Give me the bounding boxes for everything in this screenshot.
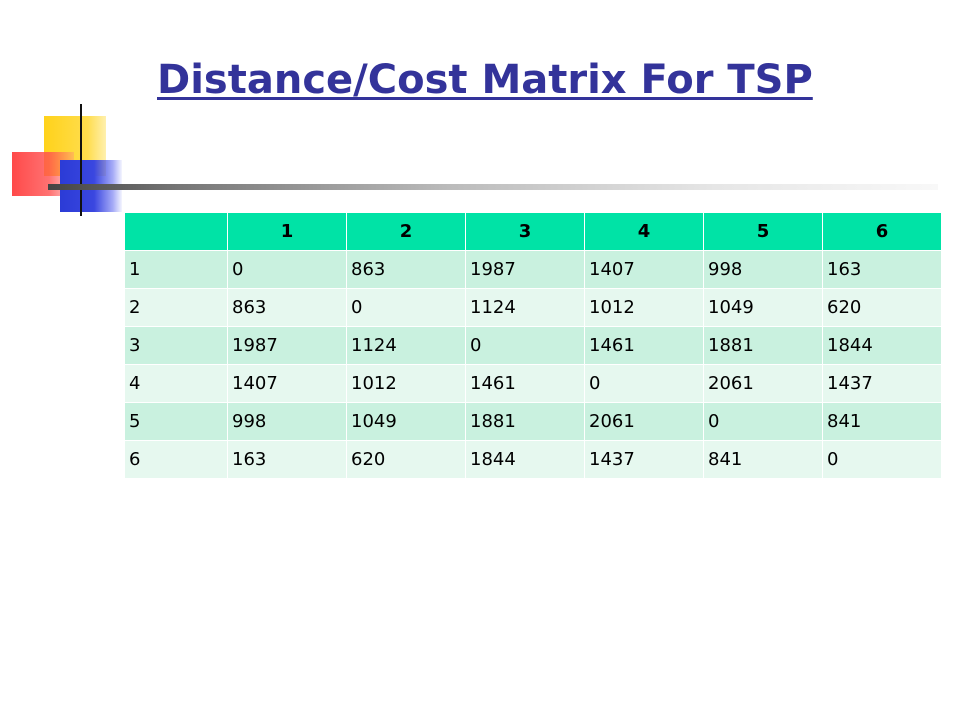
matrix-cell: 1012: [584, 288, 704, 327]
decorative-vertical-line: [80, 104, 82, 216]
matrix-cell: 1049: [703, 288, 823, 327]
matrix-cell: 2061: [584, 402, 704, 441]
matrix-cell: 1437: [584, 440, 704, 479]
matrix-cell: 1844: [465, 440, 585, 479]
distance-matrix-table: 1 2 3 4 5 6 1 0 863 1987 1407 998 163 2 …: [124, 212, 942, 479]
matrix-cell: 1461: [584, 326, 704, 365]
row-label: 3: [124, 326, 228, 365]
matrix-cell: 1987: [227, 326, 347, 365]
row-label: 4: [124, 364, 228, 403]
matrix-cell: 163: [822, 250, 942, 289]
matrix-cell: 1124: [346, 326, 466, 365]
matrix-cell: 998: [703, 250, 823, 289]
matrix-cell: 841: [703, 440, 823, 479]
table-row: 6 163 620 1844 1437 841 0: [124, 440, 942, 479]
column-header: 3: [465, 212, 585, 251]
row-label: 1: [124, 250, 228, 289]
matrix-cell: 863: [346, 250, 466, 289]
row-label: 6: [124, 440, 228, 479]
matrix-cell: 0: [584, 364, 704, 403]
matrix-cell: 620: [346, 440, 466, 479]
column-header: 2: [346, 212, 466, 251]
matrix-cell: 0: [227, 250, 347, 289]
matrix-cell: 1844: [822, 326, 942, 365]
column-header: 6: [822, 212, 942, 251]
matrix-cell: 1461: [465, 364, 585, 403]
column-header: 1: [227, 212, 347, 251]
table-row: 3 1987 1124 0 1461 1881 1844: [124, 326, 942, 365]
matrix-cell: 0: [346, 288, 466, 327]
matrix-cell: 1012: [346, 364, 466, 403]
matrix-cell: 1407: [227, 364, 347, 403]
row-label: 5: [124, 402, 228, 441]
table-row: 4 1407 1012 1461 0 2061 1437: [124, 364, 942, 403]
matrix-cell: 998: [227, 402, 347, 441]
matrix-cell: 1881: [465, 402, 585, 441]
matrix-corner-cell: [124, 212, 228, 251]
matrix-cell: 1437: [822, 364, 942, 403]
column-header: 4: [584, 212, 704, 251]
matrix-cell: 841: [822, 402, 942, 441]
table-row: 1 0 863 1987 1407 998 163: [124, 250, 942, 289]
matrix-cell: 1124: [465, 288, 585, 327]
matrix-cell: 863: [227, 288, 347, 327]
matrix-header-row: 1 2 3 4 5 6: [124, 212, 942, 251]
slide-title: Distance/Cost Matrix For TSP: [157, 57, 813, 103]
column-header: 5: [703, 212, 823, 251]
title-divider-line: [48, 184, 938, 190]
matrix-cell: 1881: [703, 326, 823, 365]
matrix-cell: 2061: [703, 364, 823, 403]
matrix-cell: 620: [822, 288, 942, 327]
matrix-cell: 0: [822, 440, 942, 479]
matrix-cell: 0: [465, 326, 585, 365]
matrix-cell: 1049: [346, 402, 466, 441]
matrix-cell: 1987: [465, 250, 585, 289]
table-row: 2 863 0 1124 1012 1049 620: [124, 288, 942, 327]
matrix-cell: 1407: [584, 250, 704, 289]
table-row: 5 998 1049 1881 2061 0 841: [124, 402, 942, 441]
matrix-cell: 0: [703, 402, 823, 441]
matrix-cell: 163: [227, 440, 347, 479]
row-label: 2: [124, 288, 228, 327]
